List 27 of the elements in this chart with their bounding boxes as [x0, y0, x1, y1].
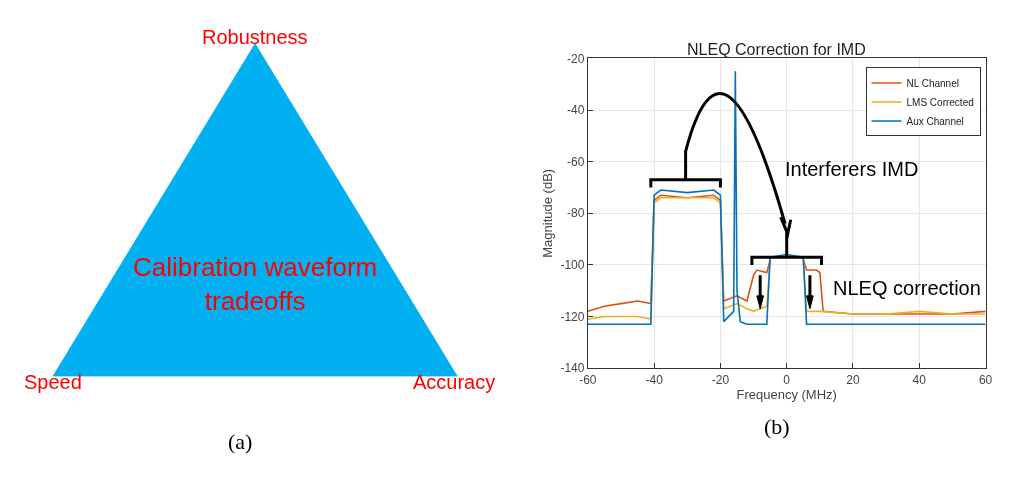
legend-label: NL Channel	[906, 77, 959, 89]
text: Accuracy	[413, 371, 496, 393]
chart-title: NLEQ Correction for IMD	[687, 41, 866, 58]
legend-label: LMS Corrected	[906, 96, 974, 108]
x-tick-label: 20	[846, 372, 860, 387]
annotation: NLEQ correction	[833, 277, 981, 299]
y-tick-label: -80	[567, 206, 585, 221]
x-tick-label: 60	[978, 372, 993, 387]
y-tick-label: -100	[560, 258, 585, 273]
y-tick-label: -20	[567, 51, 585, 66]
text: Calibration waveform tradeoffs	[133, 252, 378, 316]
annotation: Interferers IMD	[785, 158, 919, 180]
y-tick-label: -40	[567, 103, 585, 118]
text: (a)	[228, 429, 253, 454]
text: Speed	[24, 371, 82, 393]
text: Robustness	[202, 26, 308, 48]
text: (b)	[764, 414, 790, 439]
legend-label: Aux Channel	[906, 115, 964, 127]
line-series	[587, 70, 986, 326]
x-tick-label: 40	[912, 372, 927, 387]
x-tick-label: -40	[645, 372, 664, 387]
x-tick-label: 0	[783, 372, 791, 387]
y-tick-label: -60	[567, 154, 585, 169]
y-axis-title: Magnitude (dB)	[540, 168, 556, 258]
x-axis-title: Frequency (MHz)	[736, 387, 837, 403]
x-tick-label: -20	[711, 372, 730, 387]
y-tick-label: -120	[560, 309, 585, 324]
